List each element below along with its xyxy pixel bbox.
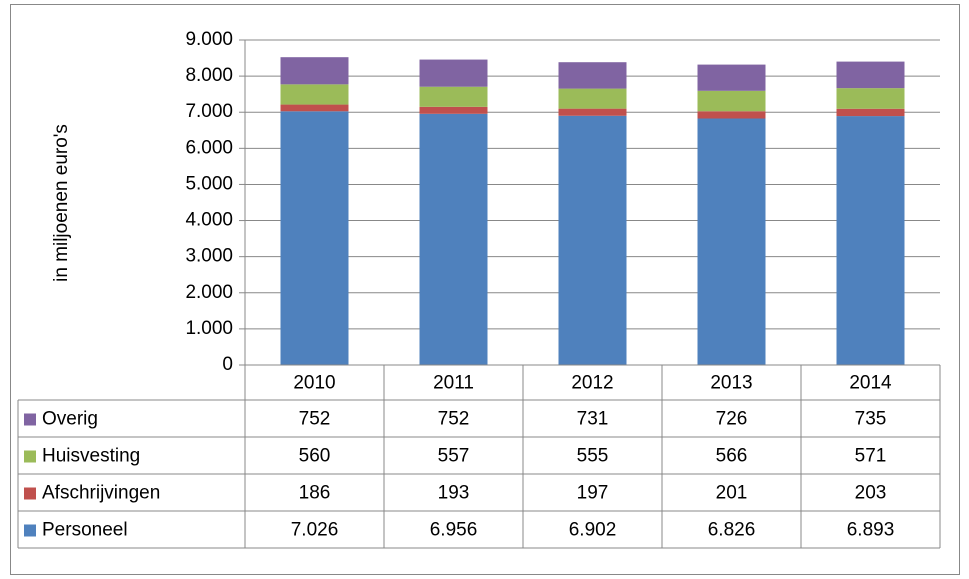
bar-segment [558,62,627,89]
bar-segment [836,88,905,109]
bar-segment [697,90,766,112]
legend-label: Personeel [42,520,128,541]
table-cell: 201 [716,483,748,504]
bar-segment [836,116,905,365]
table-cell: 557 [438,446,470,467]
table-cell: 555 [577,446,609,467]
bar-segment [558,88,627,109]
legend-swatch [24,524,36,537]
table-cell: 6.826 [708,520,756,541]
table-cell: 735 [855,409,887,430]
table-cell: 193 [438,483,470,504]
y-tick-label: 7.000 [185,101,233,122]
table-cell: 560 [299,446,331,467]
x-tick-label: 2013 [710,373,752,394]
table-cell: 6.902 [569,520,617,541]
y-tick-label: 3.000 [185,246,233,267]
y-tick-label: 5.000 [185,173,233,194]
x-tick-label: 2010 [293,373,335,394]
y-tick-label: 0 [222,354,233,375]
legend-label: Overig [42,409,98,430]
table-cell: 186 [299,483,331,504]
y-tick-label: 8.000 [185,65,233,86]
legend-swatch [24,487,36,500]
bar-segment [419,59,488,87]
y-tick-label: 4.000 [185,210,233,231]
bar-segment [280,84,349,105]
table-cell: 752 [299,409,331,430]
bar-segment [419,106,488,114]
table-cell: 7.026 [291,520,339,541]
y-tick-label: 9.000 [185,29,233,50]
bar-segment [280,57,349,85]
bar-segment [280,104,349,112]
bar-segment [697,118,766,365]
bar-segment [697,111,766,119]
y-tick-label: 2.000 [185,282,233,303]
bar-segment [419,86,488,107]
bar-segment [280,111,349,366]
legend-label: Afschrijvingen [42,483,160,504]
table-cell: 6.893 [847,520,895,541]
legend-swatch [24,413,36,426]
table-cell: 731 [577,409,609,430]
x-tick-label: 2011 [433,373,474,394]
table-cell: 726 [716,409,748,430]
y-tick-label: 1.000 [185,318,233,339]
table-cell: 203 [855,483,887,504]
bar-segment [836,108,905,117]
bar-segment [558,115,627,365]
table-cell: 752 [438,409,470,430]
y-axis-label: in miljoenen euro's [51,124,72,282]
table-cell: 571 [855,446,887,467]
bar-segment [558,108,627,116]
bar-segment [836,61,905,89]
y-tick-label: 6.000 [185,137,233,158]
bar-segment [697,64,766,91]
x-tick-label: 2014 [849,373,892,394]
legend-label: Huisvesting [42,446,140,467]
table-cell: 197 [577,483,609,504]
legend-swatch [24,450,36,463]
table-cell: 566 [716,446,748,467]
bar-segment [419,113,488,365]
x-tick-label: 2012 [571,373,613,394]
table-cell: 6.956 [430,520,478,541]
